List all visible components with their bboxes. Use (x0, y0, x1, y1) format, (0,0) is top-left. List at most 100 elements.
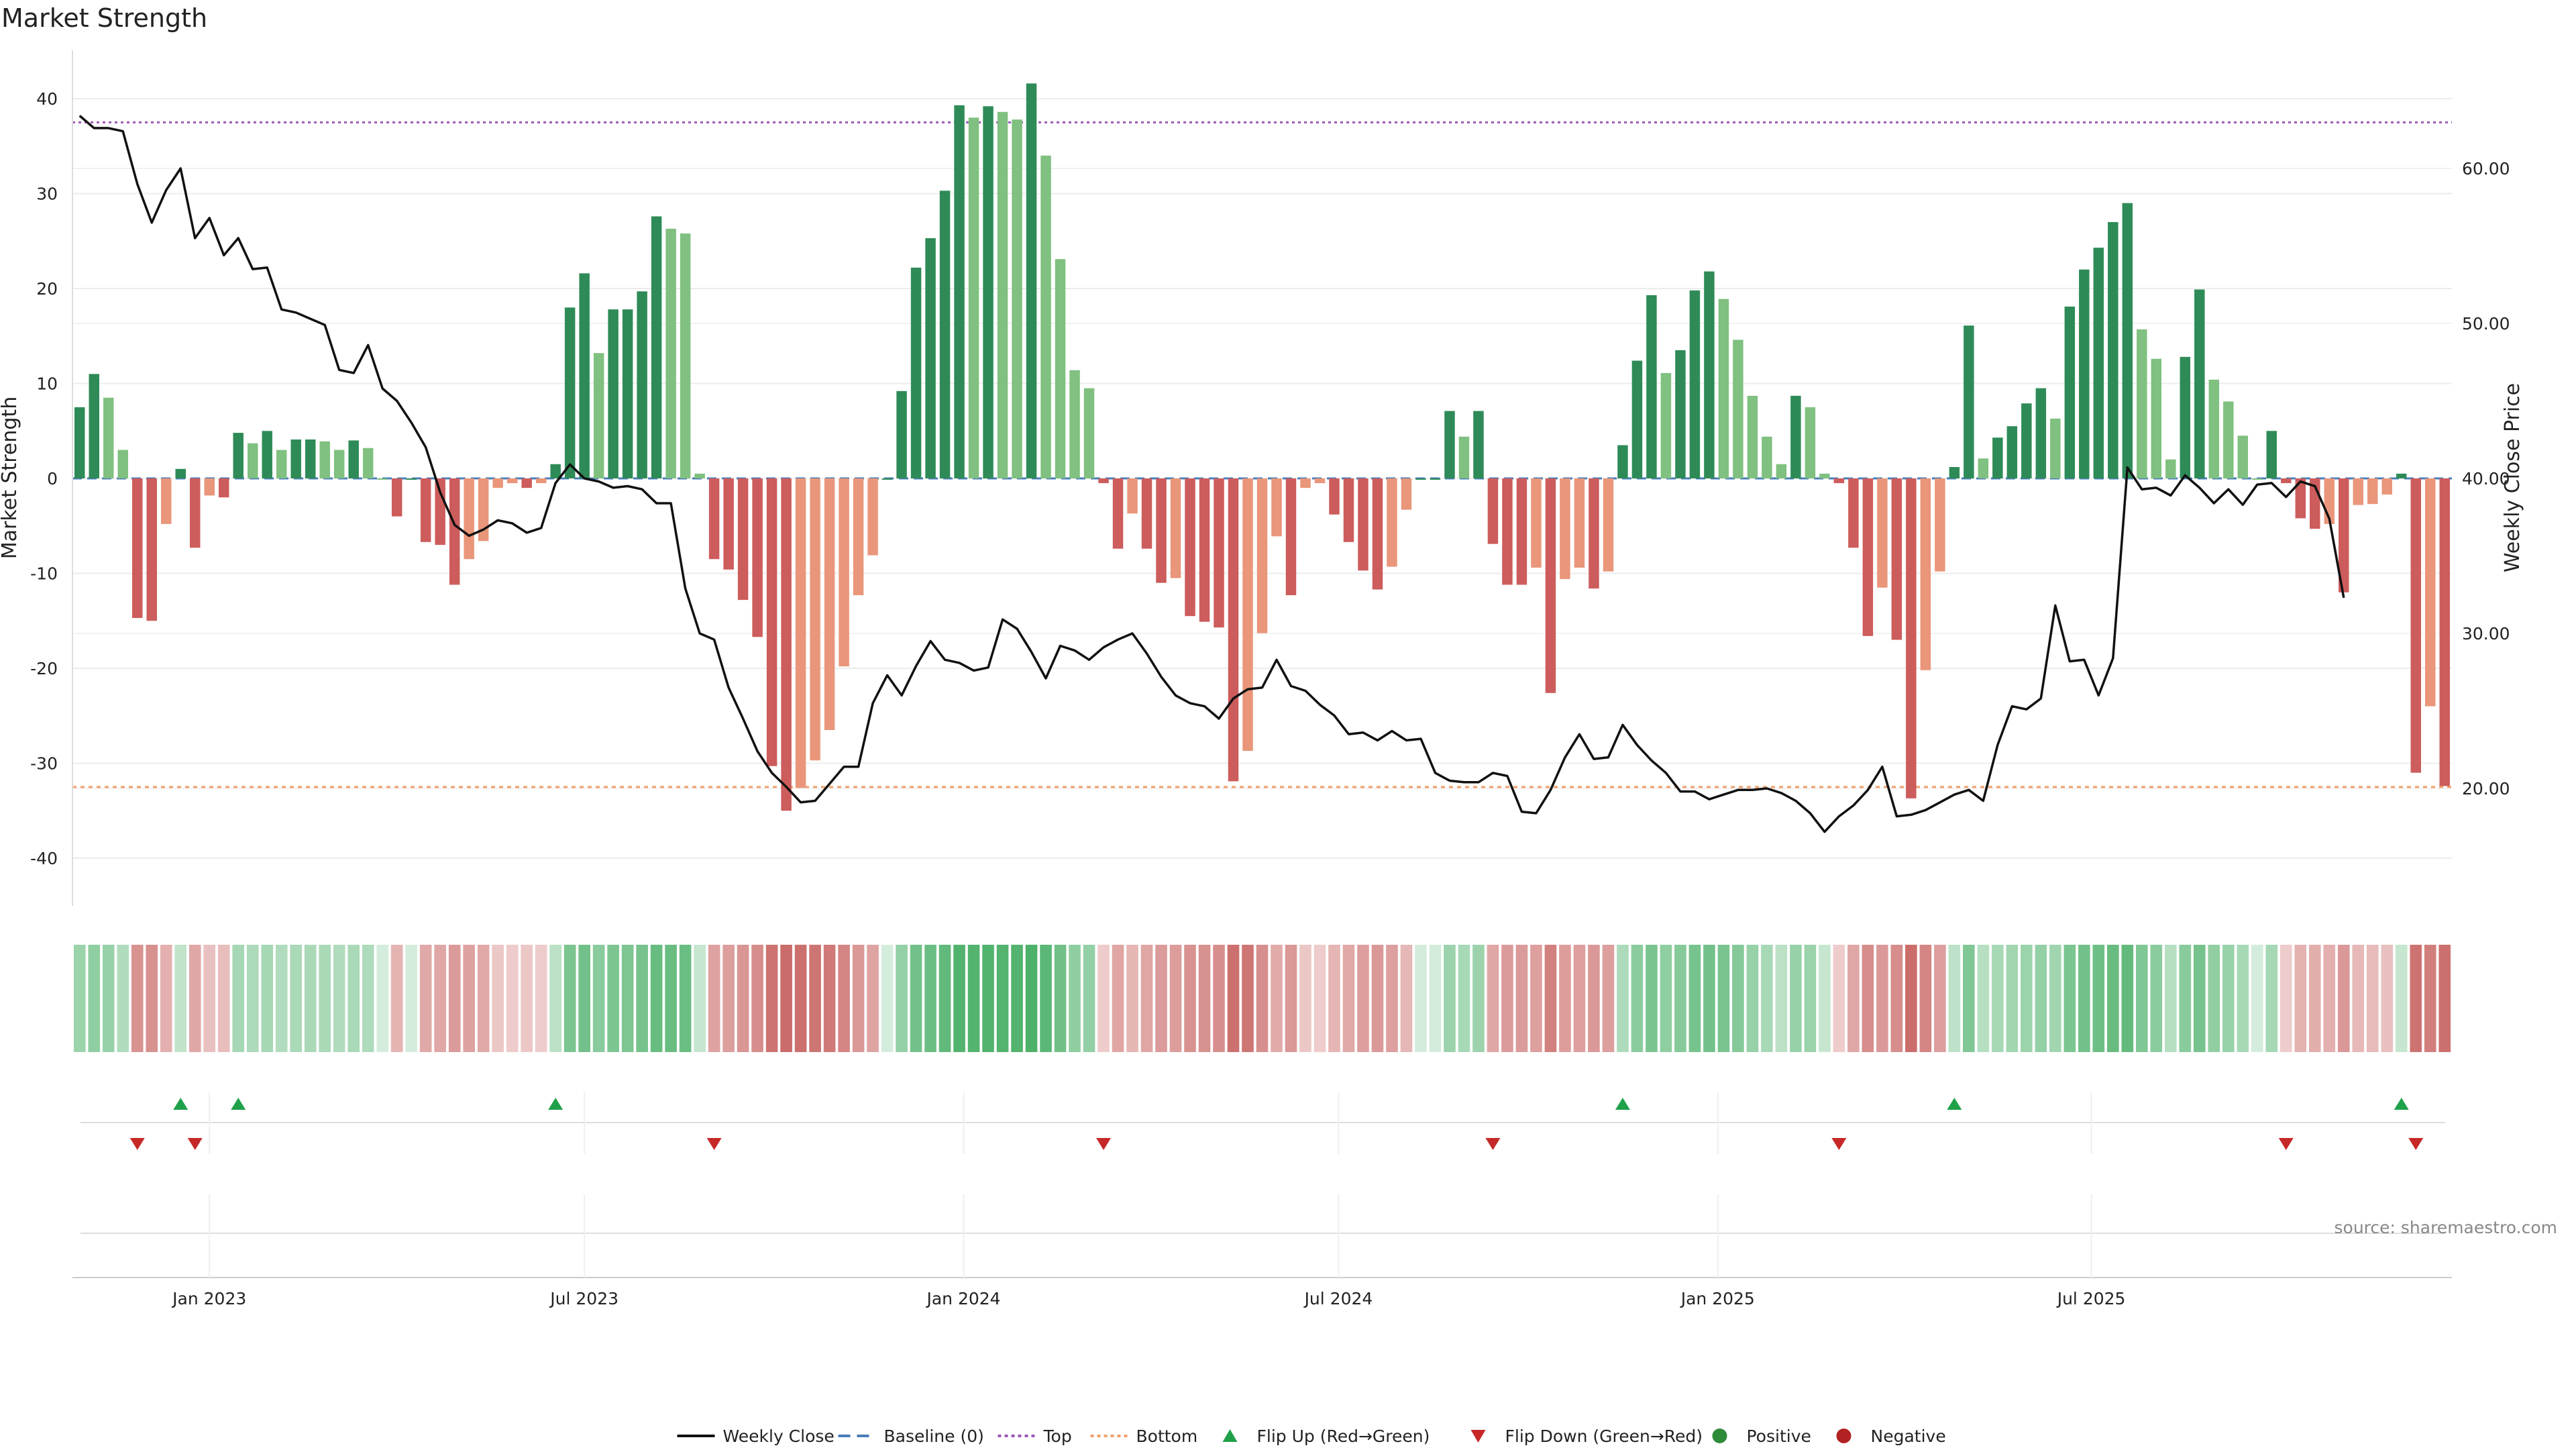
heat-cell (636, 945, 648, 1052)
heat-cell (2381, 945, 2394, 1052)
strength-bar (2093, 248, 2104, 478)
strength-bar (1964, 325, 1974, 478)
strength-bar (1516, 478, 1527, 585)
strength-bar (939, 191, 951, 478)
x-axis: Jan 2023 Jul 2023 Jan 2024 Jul 2024 Jan 2025… (72, 1092, 2452, 1308)
heat-cell (1386, 945, 1398, 1052)
heat-cell (2438, 945, 2451, 1052)
strength-bar (1949, 467, 1960, 478)
strength-bar (665, 228, 676, 478)
strength-bar (204, 478, 215, 496)
strength-bar (997, 111, 1008, 478)
strength-bar (2252, 478, 2263, 480)
heat-cell (477, 945, 490, 1052)
heat-cell (2021, 945, 2033, 1052)
strength-bar (521, 478, 532, 488)
heat-cell (333, 945, 345, 1052)
legend: Weekly Close Baseline (0) Top Bottom Flip Up… (677, 1427, 1946, 1446)
strength-bar (810, 478, 820, 761)
strength-bar (1083, 388, 1095, 478)
heat-cell (1256, 945, 1269, 1052)
heat-cell (852, 945, 865, 1052)
heat-cell (1242, 945, 1254, 1052)
heat-cell (924, 945, 936, 1052)
heat-cell (1992, 945, 2004, 1052)
strength-bar (1185, 478, 1195, 617)
heat-cell (319, 945, 331, 1052)
heat-cell (665, 945, 677, 1052)
flip-down-marker (1831, 1138, 1847, 1150)
heat-cell (2092, 945, 2105, 1052)
legend-item: Flip Up (Red→Green) (1222, 1427, 1430, 1446)
strength-bar (2281, 478, 2292, 484)
strength-bar (391, 478, 402, 517)
heat-cell (117, 945, 129, 1052)
strength-bar (1127, 478, 1138, 514)
heat-cell (102, 945, 115, 1052)
heat-cell (2121, 945, 2134, 1052)
heat-cell (1126, 945, 1138, 1052)
y-tick-label: -30 (30, 754, 58, 774)
legend-label: Flip Down (Green→Red) (1505, 1427, 1703, 1446)
heat-cell (2179, 945, 2192, 1052)
strength-bar (694, 473, 705, 478)
heat-cell (2222, 945, 2235, 1052)
axes: 40 30 20 10 0 -10 -20 -30 -40 60.00 50.00 40.00 30.0… (30, 50, 2510, 906)
strength-bar (1877, 478, 1888, 588)
strength-bar (2237, 435, 2249, 478)
heat-cell (146, 945, 158, 1052)
heat-cell (1804, 945, 1817, 1052)
heat-cell (1342, 945, 1355, 1052)
legend-item: Weekly Close (677, 1427, 835, 1446)
strength-bar (781, 478, 792, 811)
heat-cell (650, 945, 663, 1052)
heat-cell (232, 945, 245, 1052)
strength-bar (1920, 478, 1931, 670)
heat-cell (1515, 945, 1528, 1052)
flip-down-marker (706, 1138, 722, 1150)
legend-label: Weekly Close (723, 1427, 835, 1446)
y-tick-label: -40 (30, 849, 58, 868)
strength-bar (160, 478, 172, 524)
source-note: source: sharemaestro.com (2334, 1218, 2558, 1237)
heat-cell (1775, 945, 1788, 1052)
x-tick-label: Jul 2025 (2056, 1289, 2126, 1308)
heat-cell (1732, 945, 1744, 1052)
strength-bar (2396, 473, 2407, 478)
x-tick-label: Jan 2023 (171, 1289, 246, 1308)
strength-bar (593, 353, 604, 478)
heat-cell (1862, 945, 1874, 1052)
heat-cell (2323, 945, 2336, 1052)
strength-bar (910, 267, 922, 478)
flip-down-marker (129, 1138, 145, 1150)
strength-bar (1343, 478, 1354, 542)
heat-cell (390, 945, 403, 1052)
price-series (78, 115, 2345, 833)
heat-cell (463, 945, 475, 1052)
flip-up-marker (1947, 1098, 1962, 1110)
heat-cell (1083, 945, 1095, 1052)
heat-cell (881, 945, 894, 1052)
strength-bar (2295, 478, 2306, 519)
heat-cell (737, 945, 749, 1052)
strength-bar (839, 478, 849, 667)
heat-cell (1184, 945, 1196, 1052)
heat-cell (823, 945, 836, 1052)
heat-cell (765, 945, 778, 1052)
heat-cell (794, 945, 807, 1052)
heat-cell (1646, 945, 1658, 1052)
x-tick-label: Jan 2024 (925, 1289, 1000, 1308)
strength-bar (1733, 340, 1743, 478)
strength-bar (1358, 478, 1368, 571)
y2-tick-label: 30.00 (2462, 624, 2510, 643)
strength-bar (2410, 478, 2421, 773)
legend-label: Bottom (1136, 1427, 1198, 1446)
strength-bar (506, 478, 518, 484)
heat-cell (1054, 945, 1067, 1052)
legend-label: Flip Up (Red→Green) (1257, 1427, 1430, 1446)
heat-cell (1833, 945, 1845, 1052)
heat-cell (1069, 945, 1081, 1052)
y2-tick-label: 40.00 (2462, 469, 2510, 488)
y2-tick-label: 60.00 (2462, 159, 2510, 178)
legend-item: Bottom (1090, 1427, 1198, 1446)
